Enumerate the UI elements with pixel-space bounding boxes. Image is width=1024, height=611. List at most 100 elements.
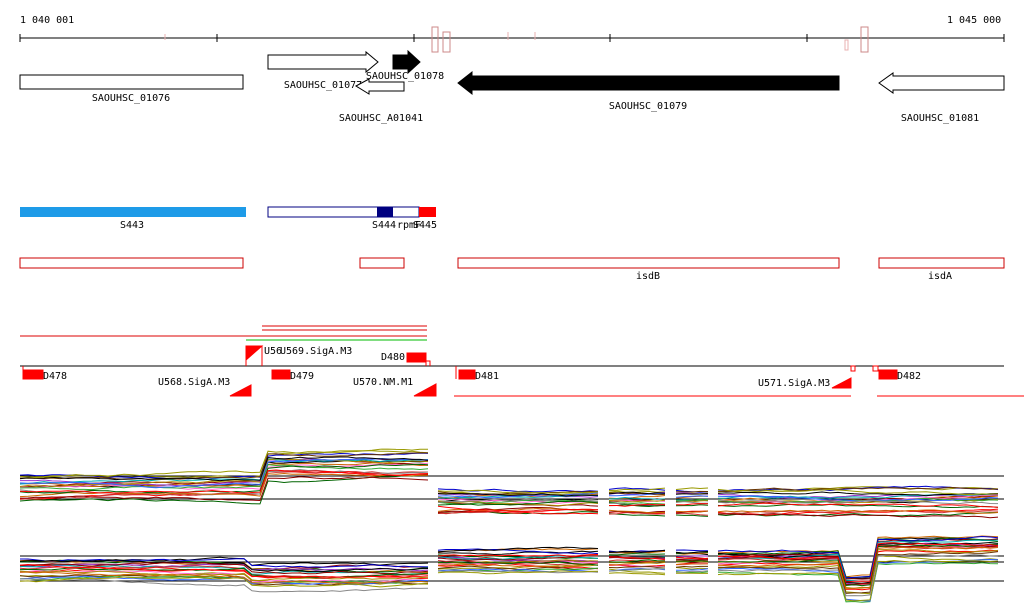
gene-SAOUHSC_01079[interactable]: SAOUHSC_01079	[457, 70, 840, 112]
gene-SAOUHSC_01077[interactable]: SAOUHSC_01077	[267, 50, 379, 91]
transcript-label: U571.SigA.M3	[758, 378, 830, 389]
expression-line	[608, 511, 666, 515]
expression-panel-bottom	[19, 535, 1004, 603]
expression-line	[19, 448, 428, 479]
transcript-label: D478	[43, 371, 67, 382]
expression-line	[717, 513, 999, 519]
segment-label: S445	[413, 220, 437, 231]
expression-line	[675, 510, 709, 513]
expression-line	[608, 556, 666, 561]
expression-line	[675, 551, 709, 554]
expression-panel-top	[19, 448, 1004, 519]
ruler-mark	[431, 26, 439, 53]
expression-line	[717, 491, 999, 497]
expression-line	[717, 502, 999, 508]
transcript-label: D479	[290, 371, 314, 382]
transcript-label: D480	[381, 352, 405, 363]
expression-line	[19, 462, 429, 490]
expression-line	[437, 564, 599, 570]
expression-line	[717, 543, 999, 587]
expression-line	[717, 500, 999, 505]
gene-track: SAOUHSC_01076 SAOUHSC_01077 SAOUHSC_0107…	[19, 49, 1005, 124]
gene-label: SAOUHSC_01077	[284, 80, 362, 91]
expression-line	[19, 457, 429, 489]
transcript-label: D481	[475, 371, 499, 382]
feature-isdB[interactable]: isdB	[457, 257, 840, 282]
expression-line	[608, 553, 666, 556]
expression-line	[608, 501, 666, 505]
ruler-mark	[442, 31, 451, 53]
transcript-label: D482	[897, 371, 921, 382]
expression-line	[437, 505, 599, 512]
expression-line	[675, 563, 709, 566]
feature-label: isdA	[928, 271, 952, 282]
segment-S445[interactable]	[419, 207, 436, 217]
feature-box[interactable]	[359, 257, 405, 269]
expression-line	[437, 492, 599, 499]
gene-SAOUHSC_01078[interactable]: SAOUHSC_01078	[366, 49, 444, 82]
expression-line	[19, 575, 429, 584]
segment-S444[interactable]	[267, 206, 420, 218]
expression-line	[19, 567, 429, 578]
expression-line	[19, 452, 429, 480]
expression-line	[608, 513, 666, 517]
expression-line	[717, 544, 999, 586]
expression-line	[717, 498, 999, 504]
gene-label: SAOUHSC_A01041	[339, 113, 423, 124]
expression-line	[717, 554, 999, 597]
expression-line	[717, 512, 999, 517]
gene-label: SAOUHSC_01078	[366, 71, 444, 82]
expression-line	[675, 567, 709, 570]
expression-profiles	[19, 448, 1004, 603]
expression-line	[19, 576, 428, 588]
expression-line	[19, 559, 429, 573]
expression-line	[675, 556, 709, 560]
expression-line	[437, 570, 599, 575]
expression-line	[608, 568, 666, 572]
expression-line	[437, 548, 599, 555]
expression-line	[608, 496, 666, 500]
segment-track: S443 S444 rpmF S445	[20, 206, 437, 231]
expression-line	[608, 499, 666, 503]
expression-line	[19, 556, 429, 566]
segment-label: rpmF	[397, 220, 421, 231]
expression-line	[717, 488, 999, 496]
expression-line	[675, 493, 709, 495]
expression-line	[19, 458, 429, 485]
expression-line	[437, 554, 599, 559]
feature-box[interactable]	[19, 257, 244, 269]
gene-label: SAOUHSC_01076	[92, 93, 170, 104]
transcript-label: U569.SigA.M3	[280, 346, 352, 357]
gene-SAOUHSC_01076[interactable]: SAOUHSC_01076	[19, 74, 244, 104]
expression-line	[675, 555, 709, 558]
gene-SAOUHSC_01081[interactable]: SAOUHSC_01081	[878, 72, 1005, 124]
expression-line	[675, 549, 708, 552]
gene-SAOUHSC_A01041[interactable]: SAOUHSC_A01041	[339, 78, 423, 124]
expression-line	[19, 562, 429, 575]
expression-line	[437, 500, 599, 506]
segment-S443[interactable]: S443	[20, 207, 246, 231]
transcript-track: D478 D479 D480 D481 D482 U568.SigA.M3 U5…	[20, 325, 1024, 397]
expression-line	[608, 509, 665, 514]
expression-line	[19, 464, 429, 491]
gene-label: SAOUHSC_01079	[609, 101, 687, 112]
ruler-marks	[164, 26, 869, 53]
expression-line	[437, 492, 599, 497]
expression-line	[19, 458, 429, 488]
expression-line	[608, 572, 666, 576]
expression-line	[675, 495, 709, 498]
expression-line	[437, 559, 599, 564]
expression-line	[608, 559, 666, 563]
expression-line	[437, 570, 599, 574]
expression-line	[19, 472, 429, 498]
feature-isdA[interactable]: isdA	[878, 257, 1005, 282]
expression-line	[437, 568, 599, 573]
expression-line	[437, 546, 599, 553]
expression-line	[717, 549, 999, 591]
position-ruler: 1 040 001 1 045 000	[19, 15, 1005, 53]
expression-line	[19, 563, 429, 578]
expression-line	[19, 571, 429, 584]
ruler-mark	[860, 26, 869, 53]
expression-line	[608, 549, 666, 554]
